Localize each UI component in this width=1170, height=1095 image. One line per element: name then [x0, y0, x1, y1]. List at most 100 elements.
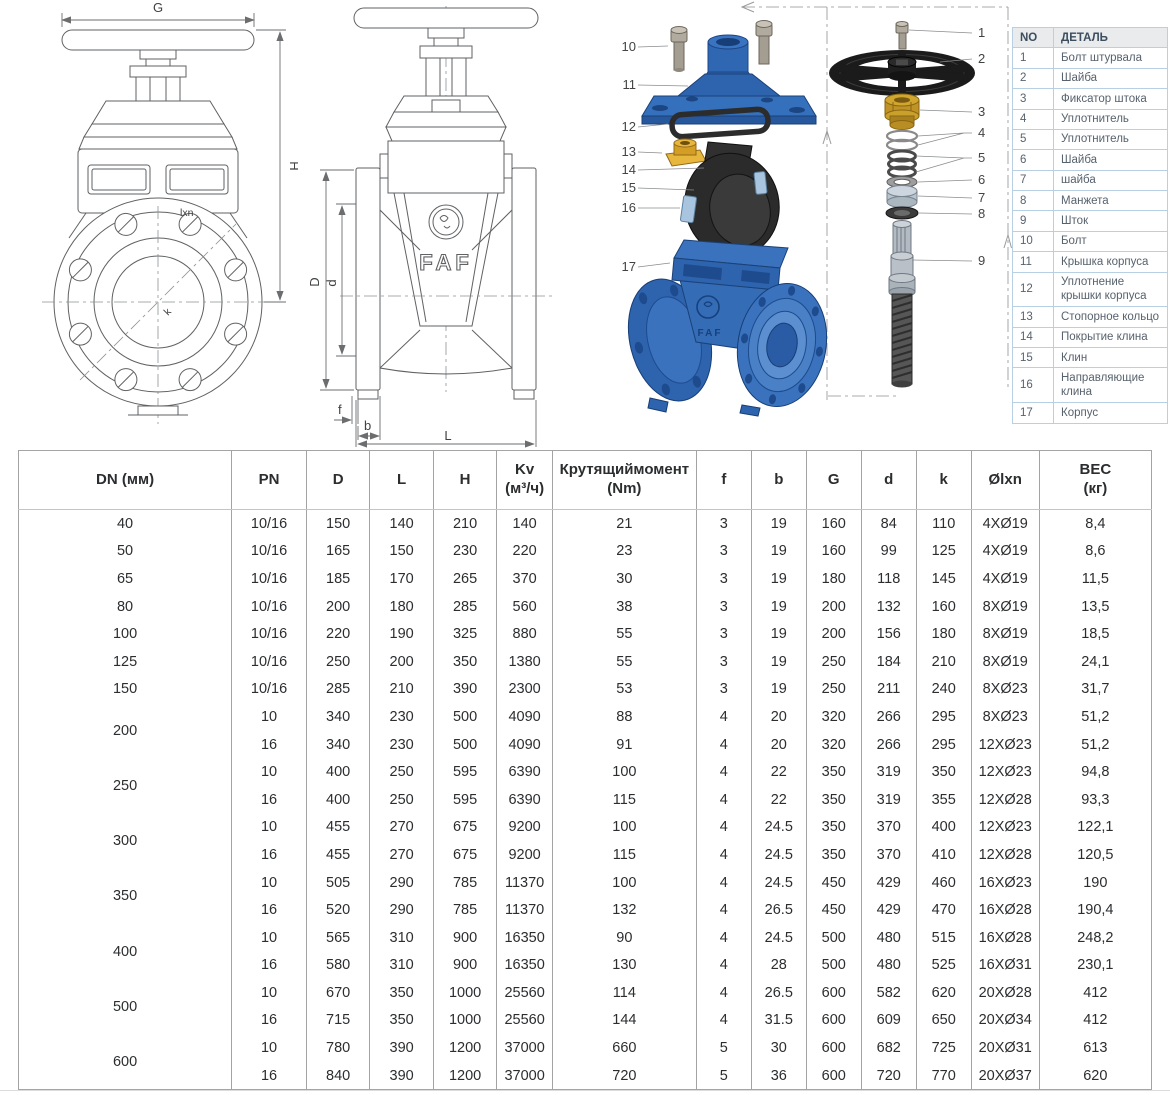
spec-col-header: L [369, 450, 434, 510]
spec-cell: 20XØ31 [970, 1034, 1040, 1062]
spec-cell: 210 [432, 509, 498, 538]
spec-dn-cell: 400 [17, 923, 233, 980]
spec-cell: 582 [860, 979, 917, 1007]
spec-cell: 290 [369, 896, 434, 924]
spec-cell: 11370 [496, 868, 553, 897]
wheel-bolt-1 [895, 21, 909, 50]
spec-cell: 460 [915, 868, 972, 897]
spec-cell: 500 [805, 951, 862, 980]
spec-cell: 200 [805, 592, 862, 621]
spec-dn-cell: 125 [17, 647, 233, 676]
spec-cell: 480 [860, 951, 917, 980]
spec-cell: 250 [805, 647, 862, 676]
spec-cell: 93,3 [1038, 785, 1153, 814]
spec-cell: 600 [805, 979, 862, 1007]
spec-cell: 20XØ34 [970, 1006, 1040, 1035]
spec-cell: 470 [915, 896, 972, 924]
spec-cell: 1200 [432, 1061, 498, 1090]
spec-cell: 525 [915, 951, 972, 980]
spec-cell: 200 [305, 592, 371, 621]
spec-cell: 23 [551, 537, 697, 566]
part-no: 1 [1012, 47, 1054, 69]
left-callouts: 10 11 12 13 14 15 16 17 [622, 39, 705, 274]
callout-12: 12 [622, 119, 636, 134]
spec-row: 16 400 250 595 6390 115 4 22 350 319 355 12XØ28 93,3 [19, 785, 1153, 814]
spec-cell: 3 [695, 647, 752, 676]
right-callouts: 1 2 3 4 5 6 7 8 9 [908, 25, 985, 268]
spec-cell: 600 [805, 1006, 862, 1035]
spec-row: 150 10/16 285 210 390 2300 53 3 19 250 211 240 8XØ23… [17, 675, 1153, 704]
cuff-8 [885, 206, 919, 220]
spec-cell: 319 [860, 758, 917, 786]
spec-cell: 250 [369, 758, 434, 786]
spec-cell: 285 [432, 592, 498, 621]
spec-cell: 51,2 [1038, 703, 1153, 731]
spec-dn-cell: 80 [17, 592, 233, 621]
parts-row: 13 Стопорное кольцо [1012, 306, 1168, 328]
spec-cell: 390 [369, 1034, 434, 1062]
spec-cell: 24.5 [750, 841, 807, 869]
spec-cell: 16 [231, 785, 307, 814]
parts-row: 16 Направляющие клина [1012, 367, 1168, 404]
spec-cell: 22 [750, 758, 807, 786]
spec-cell: 10 [231, 813, 307, 842]
spec-cell: 4090 [496, 730, 553, 759]
spec-cell: 91 [551, 730, 697, 759]
spec-cell: 500 [432, 703, 498, 731]
spec-cell: 30 [551, 565, 697, 593]
spec-cell: 115 [551, 841, 697, 869]
spec-row: 50 10/16 165 150 230 220 23 3 19 160 99 125 4XØ19 8,6 [17, 537, 1153, 566]
spec-row: 100 10/16 220 190 325 880 55 3 19 200 156 180 8XØ19 1… [17, 620, 1153, 648]
spec-row: 16 455 270 675 9200 115 4 24.5 350 370 410 12XØ28 12… [19, 841, 1153, 869]
spec-cell: 670 [305, 979, 371, 1007]
spec-cell: 560 [496, 592, 553, 621]
spec-cell: 180 [369, 592, 434, 621]
spec-cell: 19 [750, 675, 807, 704]
spec-cell: 8,4 [1038, 509, 1153, 538]
part-no: 15 [1012, 346, 1054, 369]
parts-row: 15 Клин [1012, 346, 1168, 369]
spec-cell: 10/16 [231, 647, 307, 676]
spec-cell: 114 [551, 979, 697, 1007]
stem-nut-3 [884, 93, 920, 130]
part-no: 13 [1012, 306, 1054, 328]
stem-stopper-13 [665, 138, 707, 167]
spec-cell: 99 [860, 537, 917, 566]
parts-row: 4 Уплотнитель [1012, 108, 1168, 130]
spec-cell: 715 [305, 1006, 371, 1035]
spec-cell: 3 [695, 675, 752, 704]
spec-cell: 12XØ28 [970, 785, 1040, 814]
spec-cell: 11370 [496, 896, 553, 924]
spec-cell: 900 [432, 951, 498, 980]
spec-cell: 455 [305, 841, 371, 869]
spec-cell: 24.5 [750, 923, 807, 952]
spec-cell: 210 [915, 647, 972, 676]
spec-cell: 4 [695, 813, 752, 842]
seal-rings-4 [885, 129, 919, 152]
spec-dn-cell: 40 [17, 509, 233, 538]
spec-cell: 613 [1038, 1034, 1153, 1062]
seal-rings-5 [887, 149, 917, 179]
parts-row: 10 Болт [1012, 230, 1168, 253]
spec-cell: 122,1 [1038, 813, 1153, 842]
spec-cell: 25560 [496, 1006, 553, 1035]
part-detail: Шайба [1053, 67, 1168, 90]
spec-cell: 1380 [496, 647, 553, 676]
spec-cell: 24.5 [750, 813, 807, 842]
spec-cell: 170 [369, 565, 434, 593]
spec-cell: 4 [695, 703, 752, 731]
spec-col-header: f [695, 450, 752, 510]
spec-cell: 132 [860, 592, 917, 621]
spec-cell: 20XØ28 [970, 979, 1040, 1007]
assembly-axis-lines [740, 1, 1012, 400]
parts-row: 1 Болт штурвала [1012, 47, 1168, 69]
spec-cell: 400 [305, 758, 371, 786]
spec-cell: 230 [432, 537, 498, 566]
spec-cell: 55 [551, 620, 697, 648]
spec-cell: 325 [432, 620, 498, 648]
dim-label-D: D [307, 277, 322, 286]
spec-col-header: PN [231, 450, 307, 510]
spec-cell: 3 [695, 537, 752, 566]
spec-cell: 13,5 [1038, 592, 1153, 621]
spec-cell: 455 [305, 813, 371, 842]
